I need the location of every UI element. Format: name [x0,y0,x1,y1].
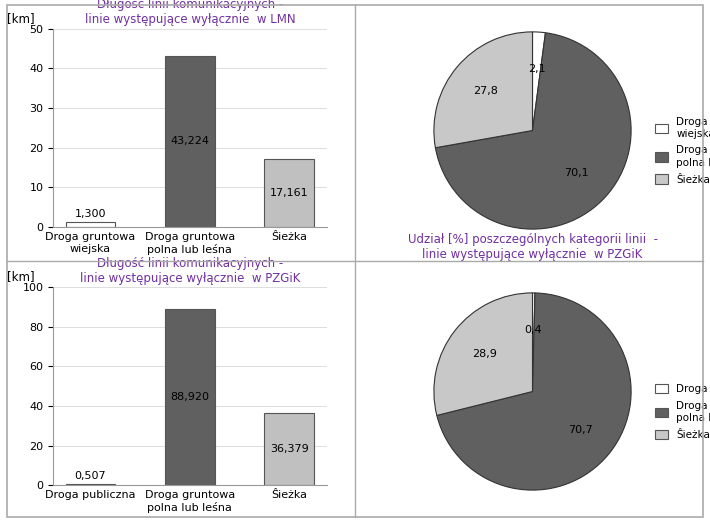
Text: 1,300: 1,300 [75,209,106,219]
Text: 70,1: 70,1 [564,168,589,178]
Text: 0,507: 0,507 [75,471,106,481]
Wedge shape [434,32,532,148]
Title: Długość linii komunikacyjnych -
linie występujące wyłącznie  w PZGiK: Długość linii komunikacyjnych - linie wy… [80,256,300,284]
Wedge shape [437,293,631,490]
Y-axis label: [km]: [km] [6,270,34,283]
Bar [265,413,315,485]
Text: 0,4: 0,4 [525,325,542,335]
Text: 2,1: 2,1 [528,65,545,75]
Text: 28,9: 28,9 [472,349,497,359]
Bar [66,484,116,485]
Title: Udział [%] poszczególnych kategorii linii  -
linie występujące wyłącznie  w PZGi: Udział [%] poszczególnych kategorii lini… [408,233,657,261]
Text: 70,7: 70,7 [568,425,593,435]
Legend: Droga gruntowa
wiejska, Droga gruntowa
polna lub leśna, Ŝieżka: Droga gruntowa wiejska, Droga gruntowa p… [651,113,710,189]
Wedge shape [434,293,532,416]
Bar [265,159,315,227]
Text: 36,379: 36,379 [270,444,309,454]
Bar [66,222,116,227]
Bar [165,309,215,485]
Text: 88,920: 88,920 [170,392,209,402]
Text: 43,224: 43,224 [170,136,209,146]
Wedge shape [532,32,545,130]
Text: 17,161: 17,161 [270,188,309,198]
Y-axis label: [km]: [km] [6,11,34,25]
Wedge shape [435,33,631,229]
Text: 27,8: 27,8 [473,86,498,96]
Bar [165,55,215,227]
Wedge shape [532,293,535,392]
Legend: Droga publiczna, Droga gruntowa
polna lub leśna, Ŝieżka: Droga publiczna, Droga gruntowa polna lu… [651,380,710,444]
Title: Długość linii komunikacyjnych -
linie występujące wyłącznie  w LMN: Długość linii komunikacyjnych - linie wy… [84,0,295,26]
